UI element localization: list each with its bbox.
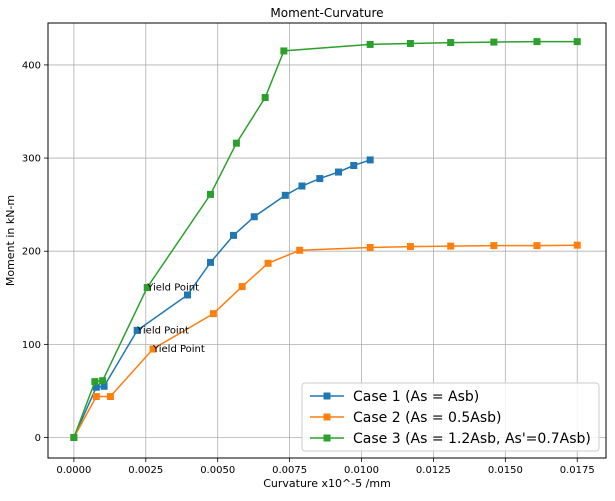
data-point-marker (92, 383, 100, 391)
data-point-marker (209, 310, 217, 318)
legend-label: Case 2 (As = 0.5Asb) (353, 410, 502, 426)
data-point-marker (366, 40, 374, 48)
data-point-marker (406, 243, 414, 251)
legend-marker (323, 434, 331, 442)
data-point-marker (91, 378, 99, 386)
data-point-marker (149, 345, 157, 353)
yield-point-annotation: Yield Point (146, 283, 199, 294)
y-tick-label: 0 (35, 433, 41, 444)
data-series (70, 38, 581, 442)
series-2 (70, 241, 581, 442)
data-point-marker (70, 434, 78, 442)
data-point-marker (261, 94, 269, 102)
plot-frame (47, 22, 607, 459)
x-tick-label: 0.0025 (128, 465, 163, 476)
data-point-marker (232, 139, 240, 147)
legend-entry: Case 3 (As = 1.2Asb, As'=0.7Asb) (310, 431, 591, 447)
data-point-marker (350, 162, 358, 170)
legend-entry: Case 2 (As = 0.5Asb) (310, 410, 502, 426)
x-tick-label: 0.0175 (560, 465, 595, 476)
legend-label: Case 1 (As = Asb) (353, 389, 479, 405)
x-tick-label: 0.0050 (200, 465, 235, 476)
data-point-marker (490, 242, 498, 250)
data-point-marker (316, 175, 324, 183)
x-axis-label: Curvature x10^-5 /mm (263, 477, 391, 490)
data-point-marker (366, 156, 374, 164)
data-point-marker (490, 38, 498, 46)
data-point-marker (100, 382, 108, 390)
data-point-marker (406, 39, 414, 47)
axis-ticks: 0.0000 0.0025 0.0050 0.0075 0.0100 0.0125 0.01… (22, 60, 595, 476)
x-tick-label: 0.0100 (344, 465, 379, 476)
data-point-marker (281, 191, 289, 199)
yield-point-annotation: Yield Point (136, 325, 189, 336)
data-point-marker (298, 182, 306, 190)
legend-marker (323, 392, 331, 400)
x-tick-label: 0.0150 (488, 465, 523, 476)
chart-title: Moment-Curvature (270, 6, 383, 20)
data-point-marker (366, 243, 374, 251)
x-tick-label: 0.0075 (272, 465, 307, 476)
y-tick-label: 300 (22, 154, 41, 165)
x-tick-label: 0.0000 (56, 465, 91, 476)
data-point-marker (238, 283, 246, 291)
legend: Case 1 (As = Asb) Case 2 (As = 0.5Asb) Cas… (301, 382, 600, 452)
series-3 (70, 38, 581, 442)
data-point-marker (533, 242, 541, 250)
data-point-marker (99, 377, 107, 385)
x-tick-label: 0.0125 (416, 465, 451, 476)
annotations: Yield Point Yield Point Yield Point (136, 283, 205, 355)
data-point-marker (264, 259, 272, 267)
data-point-marker (106, 393, 114, 401)
data-point-marker (92, 393, 100, 401)
legend-box (301, 382, 600, 452)
data-point-marker (207, 190, 215, 198)
data-point-marker (573, 38, 581, 46)
data-point-marker (133, 326, 141, 334)
series-line (73, 244, 578, 438)
data-point-marker (184, 291, 191, 299)
legend-entry: Case 1 (As = Asb) (310, 389, 479, 405)
yield-point-annotation: Yield Point (152, 344, 205, 355)
y-axis-label: Moment in kN-m (4, 195, 17, 286)
data-point-marker (250, 213, 258, 221)
data-point-marker (447, 242, 455, 250)
data-point-marker (335, 168, 343, 176)
grid-lines (48, 23, 606, 458)
series-1 (70, 156, 374, 442)
y-tick-label: 100 (22, 340, 41, 351)
data-point-marker (296, 246, 304, 254)
y-tick-label: 200 (22, 247, 41, 258)
data-point-marker (533, 38, 541, 46)
data-point-marker (447, 39, 455, 47)
data-point-marker (280, 47, 288, 55)
data-point-marker (207, 258, 215, 266)
y-tick-label: 400 (22, 60, 41, 71)
series-line (73, 40, 578, 438)
legend-label: Case 3 (As = 1.2Asb, As'=0.7Asb) (353, 431, 591, 447)
data-point-marker (143, 284, 151, 292)
data-point-marker (573, 241, 581, 249)
data-point-marker (230, 231, 238, 239)
legend-marker (323, 413, 331, 421)
